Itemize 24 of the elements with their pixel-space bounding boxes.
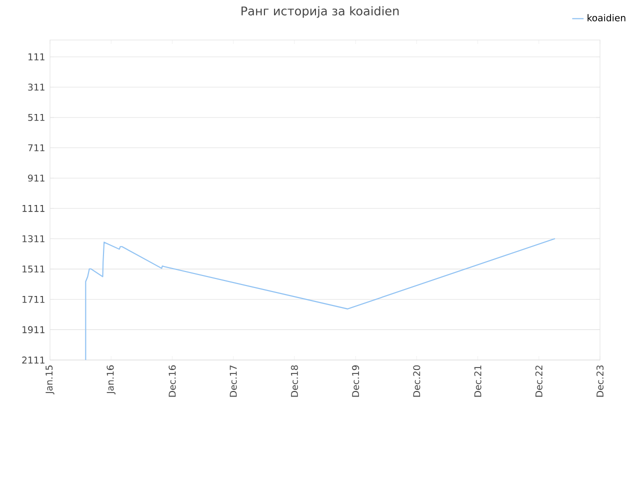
y-tick-label: 111 (28, 53, 44, 60)
y-tick-label: 1311 (22, 235, 44, 242)
x-tick-label: Jan.16 (106, 365, 116, 394)
y-tick-label: 1711 (22, 296, 44, 303)
x-tick-label: Dec.19 (352, 365, 360, 397)
y-tick-label: 1511 (22, 266, 44, 273)
x-tick-label: Jan.15 (46, 366, 54, 394)
y-tick-label: 911 (28, 174, 44, 182)
y-tick-label: 711 (28, 144, 44, 152)
y-tick-label: 2111 (22, 356, 44, 364)
x-tick-label: Dec.23 (596, 365, 604, 397)
line-series (85, 238, 556, 360)
y-tick-label: 1911 (22, 326, 44, 334)
y-tick-label: 511 (28, 114, 44, 121)
x-tick-label: Dec.17 (230, 366, 237, 397)
chart-title: Ранг историја за koaidien (242, 6, 399, 18)
x-tick-label: Dec.20 (413, 365, 420, 397)
legend-label: koaidien (588, 14, 626, 22)
y-tick-label: 311 (28, 84, 44, 91)
y-tick-label: 1111 (22, 205, 44, 212)
x-tick-label: Dec.18 (290, 365, 298, 397)
x-tick-label: Dec.22 (535, 366, 542, 397)
x-tick-label: Dec.21 (474, 366, 482, 397)
x-tick-label: Dec.16 (168, 365, 176, 397)
